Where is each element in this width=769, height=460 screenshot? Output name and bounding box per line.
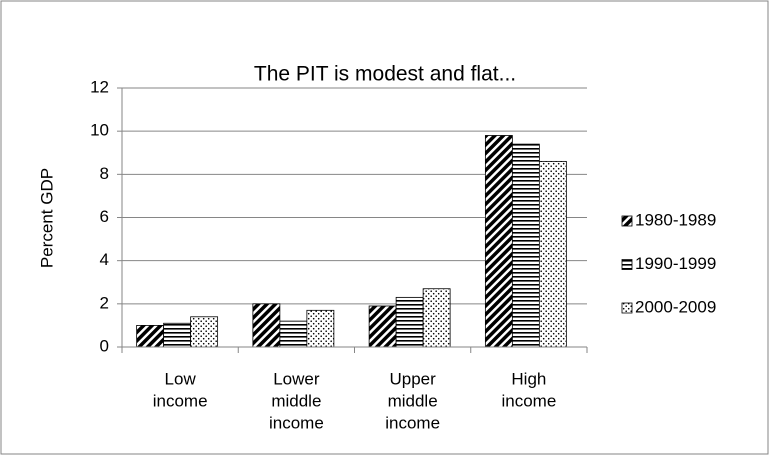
bar: [306, 309, 335, 348]
bar: [368, 305, 397, 348]
chart-title: The PIT is modest and flat...: [254, 63, 516, 86]
x-tick-label: income: [385, 413, 440, 432]
bar: [190, 316, 219, 348]
y-tick-label: 0: [100, 336, 109, 355]
legend-swatch: [621, 215, 633, 227]
y-tick-label: 12: [90, 77, 109, 96]
bar: [163, 322, 192, 348]
x-tick-label: income: [153, 391, 208, 410]
bar: [484, 135, 513, 348]
legend-label: 1990-1999: [635, 254, 716, 273]
x-tick-label: income: [269, 413, 324, 432]
x-tick-label: Lower: [273, 369, 320, 388]
bar: [279, 320, 308, 348]
bar: [252, 303, 281, 348]
x-tick-label: middle: [388, 391, 438, 410]
bar: [395, 296, 424, 348]
x-tick-label: Low: [165, 369, 197, 388]
x-tick-label: income: [501, 391, 556, 410]
legend-swatch: [621, 259, 633, 270]
y-tick-label: 4: [100, 250, 109, 269]
bar: [136, 325, 165, 348]
bar: [538, 160, 567, 348]
x-tick-label: middle: [271, 391, 321, 410]
y-tick-label: 10: [90, 121, 109, 140]
x-tick-label: High: [511, 369, 546, 388]
bar: [511, 143, 540, 348]
y-tick-label: 2: [100, 293, 109, 312]
y-tick-label: 6: [100, 207, 109, 226]
bar: [422, 288, 451, 348]
y-axis-label: Percent GDP: [37, 168, 56, 268]
x-tick-label: Upper: [389, 369, 436, 388]
y-tick-label: 8: [100, 164, 109, 183]
legend-swatch: [621, 302, 633, 314]
legend-label: 2000-2009: [635, 297, 716, 316]
legend-label: 1980-1989: [635, 210, 716, 229]
